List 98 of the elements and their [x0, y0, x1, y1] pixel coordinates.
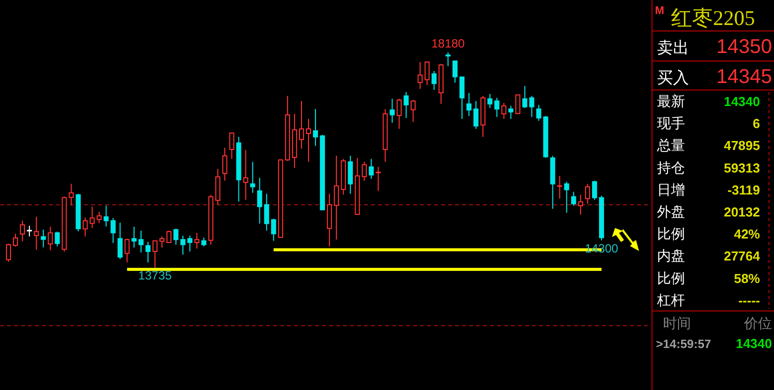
text: 14350	[716, 36, 772, 58]
candlestick	[118, 222, 123, 260]
category-label: 买入	[657, 69, 689, 87]
candlestick	[194, 232, 200, 250]
candlestick	[473, 100, 478, 130]
candlestick	[146, 241, 151, 263]
candlestick	[446, 52, 451, 67]
text: 价位	[743, 315, 772, 331]
candlestick	[138, 230, 144, 253]
annotation: 13735	[138, 268, 172, 283]
category-label: 卖出	[657, 39, 689, 57]
candlestick	[571, 191, 576, 206]
candlestick	[466, 92, 472, 117]
candlestick	[166, 230, 172, 244]
candlestick	[487, 93, 492, 109]
category-label: 比例	[657, 270, 685, 286]
candlestick	[410, 100, 416, 122]
text: 59313	[724, 160, 760, 176]
candlestick	[110, 218, 116, 244]
candlestick	[187, 235, 192, 252]
category-label: 外盘	[657, 204, 685, 220]
candlestick	[299, 100, 304, 150]
candlestick	[222, 147, 228, 182]
candlestick	[48, 226, 53, 251]
candlestick	[418, 61, 423, 90]
candlestick	[424, 61, 430, 86]
candlestick	[229, 132, 234, 160]
candlestick	[404, 92, 409, 118]
candlestick	[501, 102, 506, 120]
candlestick	[159, 236, 164, 248]
candlestick	[390, 98, 395, 124]
text: -3119	[727, 182, 760, 198]
candlestick	[257, 177, 262, 224]
text: 58%	[734, 270, 760, 286]
text: 红枣2205	[671, 6, 755, 30]
candlestick	[362, 161, 367, 182]
candlestick	[243, 149, 248, 200]
text: 6	[752, 116, 760, 132]
text: -----	[738, 292, 760, 308]
candlestick	[90, 206, 95, 228]
text: >14:59:57	[656, 337, 712, 351]
text: 14340	[724, 94, 760, 109]
candlestick	[585, 183, 590, 204]
candlestick	[264, 193, 270, 232]
text: 27764	[724, 248, 760, 264]
category-label: 内盘	[657, 248, 685, 264]
candlestick	[375, 166, 382, 192]
candlestick	[6, 243, 11, 262]
candlestick	[459, 76, 464, 120]
text: 14340	[736, 336, 772, 351]
candlestick	[312, 108, 318, 146]
candlestick	[508, 105, 514, 120]
annotation: 18180	[431, 36, 466, 50]
candlestick	[124, 238, 130, 263]
candlestick	[34, 216, 39, 250]
candlestick	[54, 231, 60, 247]
candlestick	[180, 235, 186, 256]
category-label: 比例	[657, 226, 685, 242]
candlestick	[215, 168, 220, 206]
text: 47895	[724, 138, 760, 154]
candlestick	[250, 161, 256, 194]
candlestick	[452, 60, 458, 84]
candlestick	[368, 158, 374, 180]
candlestick	[564, 181, 570, 214]
text: 42%	[734, 226, 760, 242]
candlestick	[592, 180, 598, 200]
text: 时间	[663, 315, 691, 331]
candlestick	[82, 217, 88, 237]
candlestick	[12, 233, 18, 248]
candlestick	[578, 194, 584, 216]
candlestick	[173, 228, 178, 246]
candlestick	[152, 240, 158, 268]
category-label: 现手	[657, 115, 685, 132]
candlestick	[132, 226, 137, 248]
candlestick	[515, 94, 520, 114]
category-label: 杠杆	[656, 292, 685, 308]
candlestick	[494, 97, 500, 118]
candlestick	[40, 229, 46, 248]
candlestick	[96, 211, 102, 224]
candlestick	[432, 70, 437, 90]
category-label: 总量	[656, 137, 685, 154]
candlestick	[326, 193, 332, 247]
text: M	[655, 5, 664, 17]
text: 20132	[724, 204, 760, 220]
candlestick	[271, 218, 276, 242]
category-label: 日增	[657, 181, 685, 198]
candlestick	[334, 155, 339, 240]
candlestick	[104, 205, 109, 228]
category-label: 最新	[657, 93, 685, 109]
category-label: 持仓	[657, 159, 685, 176]
candlestick	[348, 155, 353, 194]
candlestick	[26, 225, 33, 237]
candlestick	[20, 220, 25, 242]
candlestick	[306, 118, 311, 162]
text: 14345	[716, 66, 772, 88]
candlestick	[556, 175, 563, 200]
annotation: 14300	[584, 241, 619, 256]
candlestick	[396, 98, 402, 130]
